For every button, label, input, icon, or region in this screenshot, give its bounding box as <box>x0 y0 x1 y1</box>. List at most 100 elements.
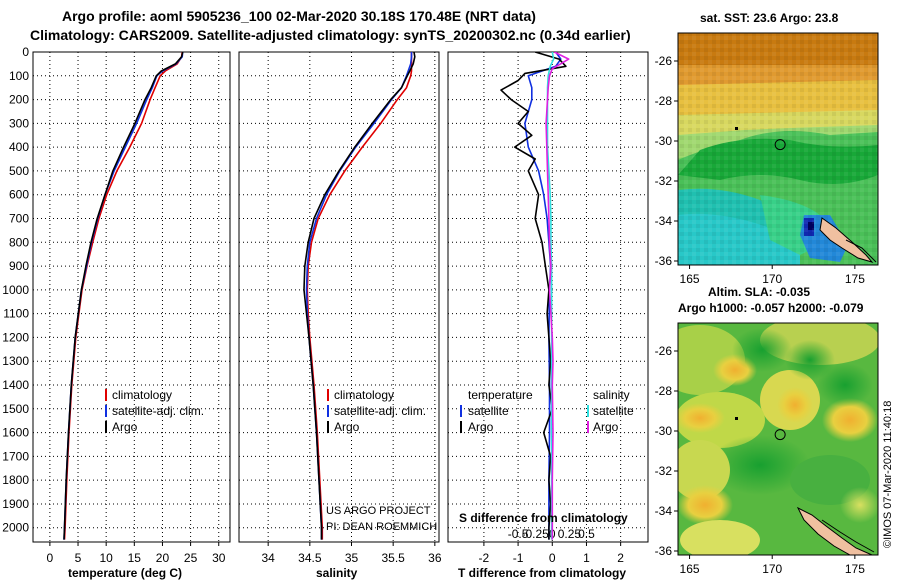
difference-x-tick-label: 1 <box>583 551 590 565</box>
map-x-tick-label: 165 <box>680 272 700 286</box>
legend-label-t-argo: Argo <box>468 420 494 434</box>
depth-tick-label: 300 <box>9 116 29 130</box>
legend-label-climatology: climatology <box>334 388 394 402</box>
salinity-series-group <box>303 52 416 540</box>
sla-map-frame <box>677 322 879 556</box>
legend-label-climatology: climatology <box>112 388 172 402</box>
depth-tick-label: 800 <box>9 235 29 249</box>
legend-label-argo: Argo <box>334 420 360 434</box>
salinity-x-tick-label: 34.5 <box>298 551 322 565</box>
salinity-axis-label: salinity <box>316 566 358 580</box>
credit-project: US ARGO PROJECT <box>326 505 431 517</box>
salinity-legend: climatology satellite-adj. clim. Argo <box>327 388 426 434</box>
temperature-legend: climatology satellite-adj. clim. Argo <box>105 388 204 434</box>
depth-tick-label: 1200 <box>2 330 29 344</box>
temperature-panel <box>32 51 231 543</box>
depth-tick-label: 100 <box>9 69 29 83</box>
temperature-series-group <box>63 52 184 540</box>
temperature-series-argo <box>63 52 184 540</box>
map-x-tick-label: 170 <box>762 272 782 286</box>
map-y-tick-label: -30 <box>655 134 673 148</box>
depth-tick-label: 2000 <box>2 521 29 535</box>
legend-label-s-satellite: satellite <box>593 404 634 418</box>
difference-x-tick-label: 0 <box>549 551 556 565</box>
map-y-tick-label: -32 <box>655 464 673 478</box>
depth-tick-label: 400 <box>9 140 29 154</box>
sst-map-axes: 165 170 175 -26 -28 -30 -32 -34 -36 <box>655 54 866 286</box>
depth-tick-label: 200 <box>9 93 29 107</box>
sst-float-marker <box>774 139 786 151</box>
figure-title-line2: Climatology: CARS2009. Satellite-adjuste… <box>30 27 631 43</box>
map-y-tick-label: -30 <box>655 424 673 438</box>
credit-imos: ©IMOS 07-Mar-2020 11:40:18 <box>882 401 894 548</box>
s-difference-axis-label: S difference from climatology <box>459 511 628 525</box>
map-y-tick-label: -26 <box>655 54 673 68</box>
temperature-x-tick-label: 10 <box>99 551 113 565</box>
difference-x-tick-label: 2 <box>617 551 624 565</box>
salinity-x-tick-label: 35.5 <box>381 551 405 565</box>
depth-tick-label: 1700 <box>2 449 29 463</box>
legend-label-argo: Argo <box>112 420 138 434</box>
map-y-tick-label: -28 <box>655 94 673 108</box>
figure-title-line1: Argo profile: aoml 5905236_100 02-Mar-20… <box>62 8 536 24</box>
depth-tick-label: 1500 <box>2 402 29 416</box>
map-y-tick-label: -26 <box>655 344 673 358</box>
depth-tick-label: 1800 <box>2 473 29 487</box>
salinity-panel <box>238 51 440 543</box>
s-difference-tick-label: 0.5 <box>578 527 595 541</box>
difference-series-group <box>500 52 570 540</box>
legend-label-s-argo: Argo <box>593 420 619 434</box>
sst-map-title: sat. SST: 23.6 Argo: 23.8 <box>700 11 839 25</box>
sla-map-title2: Argo h1000: -0.057 h2000: -0.079 <box>678 301 864 315</box>
temperature-x-tick-label: 20 <box>156 551 170 565</box>
difference-series-s-argo <box>545 52 570 540</box>
series-layer <box>63 52 570 540</box>
map-x-tick-label: 175 <box>845 272 865 286</box>
temperature-x-tick-label: 15 <box>128 551 142 565</box>
depth-tick-label: 1600 <box>2 426 29 440</box>
map-y-tick-label: -36 <box>655 544 673 558</box>
difference-x-tick-label: -2 <box>479 551 490 565</box>
depth-tick-label: 1900 <box>2 497 29 511</box>
map-y-tick-label: -34 <box>655 504 673 518</box>
sst-map-frame <box>677 32 879 266</box>
salinity-series-argo <box>303 52 416 540</box>
legend-header-salinity: salinity <box>593 388 630 402</box>
sla-map <box>678 323 878 555</box>
temperature-axis-label: temperature (deg C) <box>68 566 182 580</box>
map-y-tick-label: -36 <box>655 254 673 268</box>
s-difference-tick-label: 0.25 <box>558 527 582 541</box>
credit-pi: PI: DEAN ROEMMICH <box>326 521 437 533</box>
salinity-x-tick-label: 35 <box>345 551 359 565</box>
difference-legend: temperature salinity satellite Argo sate… <box>460 388 634 434</box>
s-difference-tick-label: -0.5 <box>508 527 529 541</box>
depth-tick-label: 500 <box>9 164 29 178</box>
s-difference-tick-label: -0.25 <box>521 527 549 541</box>
depth-axis: 0 100 200 300 400 500 600 700 800 900 1000 1100 1200… <box>2 45 29 535</box>
t-difference-axis-label: T difference from climatology <box>458 566 626 580</box>
difference-series-s-satellite <box>546 52 555 540</box>
map-y-tick-label: -28 <box>655 384 673 398</box>
sst-map <box>678 33 878 265</box>
map-y-tick-label: -32 <box>655 174 673 188</box>
depth-tick-label: 1300 <box>2 354 29 368</box>
legend-label-t-satellite: satellite <box>468 404 509 418</box>
temperature-x-tick-label: 25 <box>184 551 198 565</box>
salinity-x-tick-label: 34 <box>261 551 275 565</box>
difference-x-tick-label: -1 <box>513 551 524 565</box>
map-x-tick-label: 165 <box>680 562 700 576</box>
legend-label-satellite: satellite-adj. clim. <box>334 404 426 418</box>
temperature-x-tick-label: 5 <box>75 551 82 565</box>
salinity-x-tick-label: 36 <box>428 551 442 565</box>
legend-label-satellite: satellite-adj. clim. <box>112 404 204 418</box>
sla-float-marker <box>774 429 786 441</box>
map-x-tick-label: 170 <box>762 562 782 576</box>
map-y-tick-label: -34 <box>655 214 673 228</box>
temperature-x-tick-label: 30 <box>212 551 226 565</box>
map-x-tick-label: 175 <box>845 562 865 576</box>
depth-tick-label: 0 <box>22 45 29 59</box>
depth-tick-label: 1000 <box>2 283 29 297</box>
sla-map-title1: Altim. SLA: -0.035 <box>708 285 810 299</box>
difference-series-t-argo <box>500 52 567 540</box>
